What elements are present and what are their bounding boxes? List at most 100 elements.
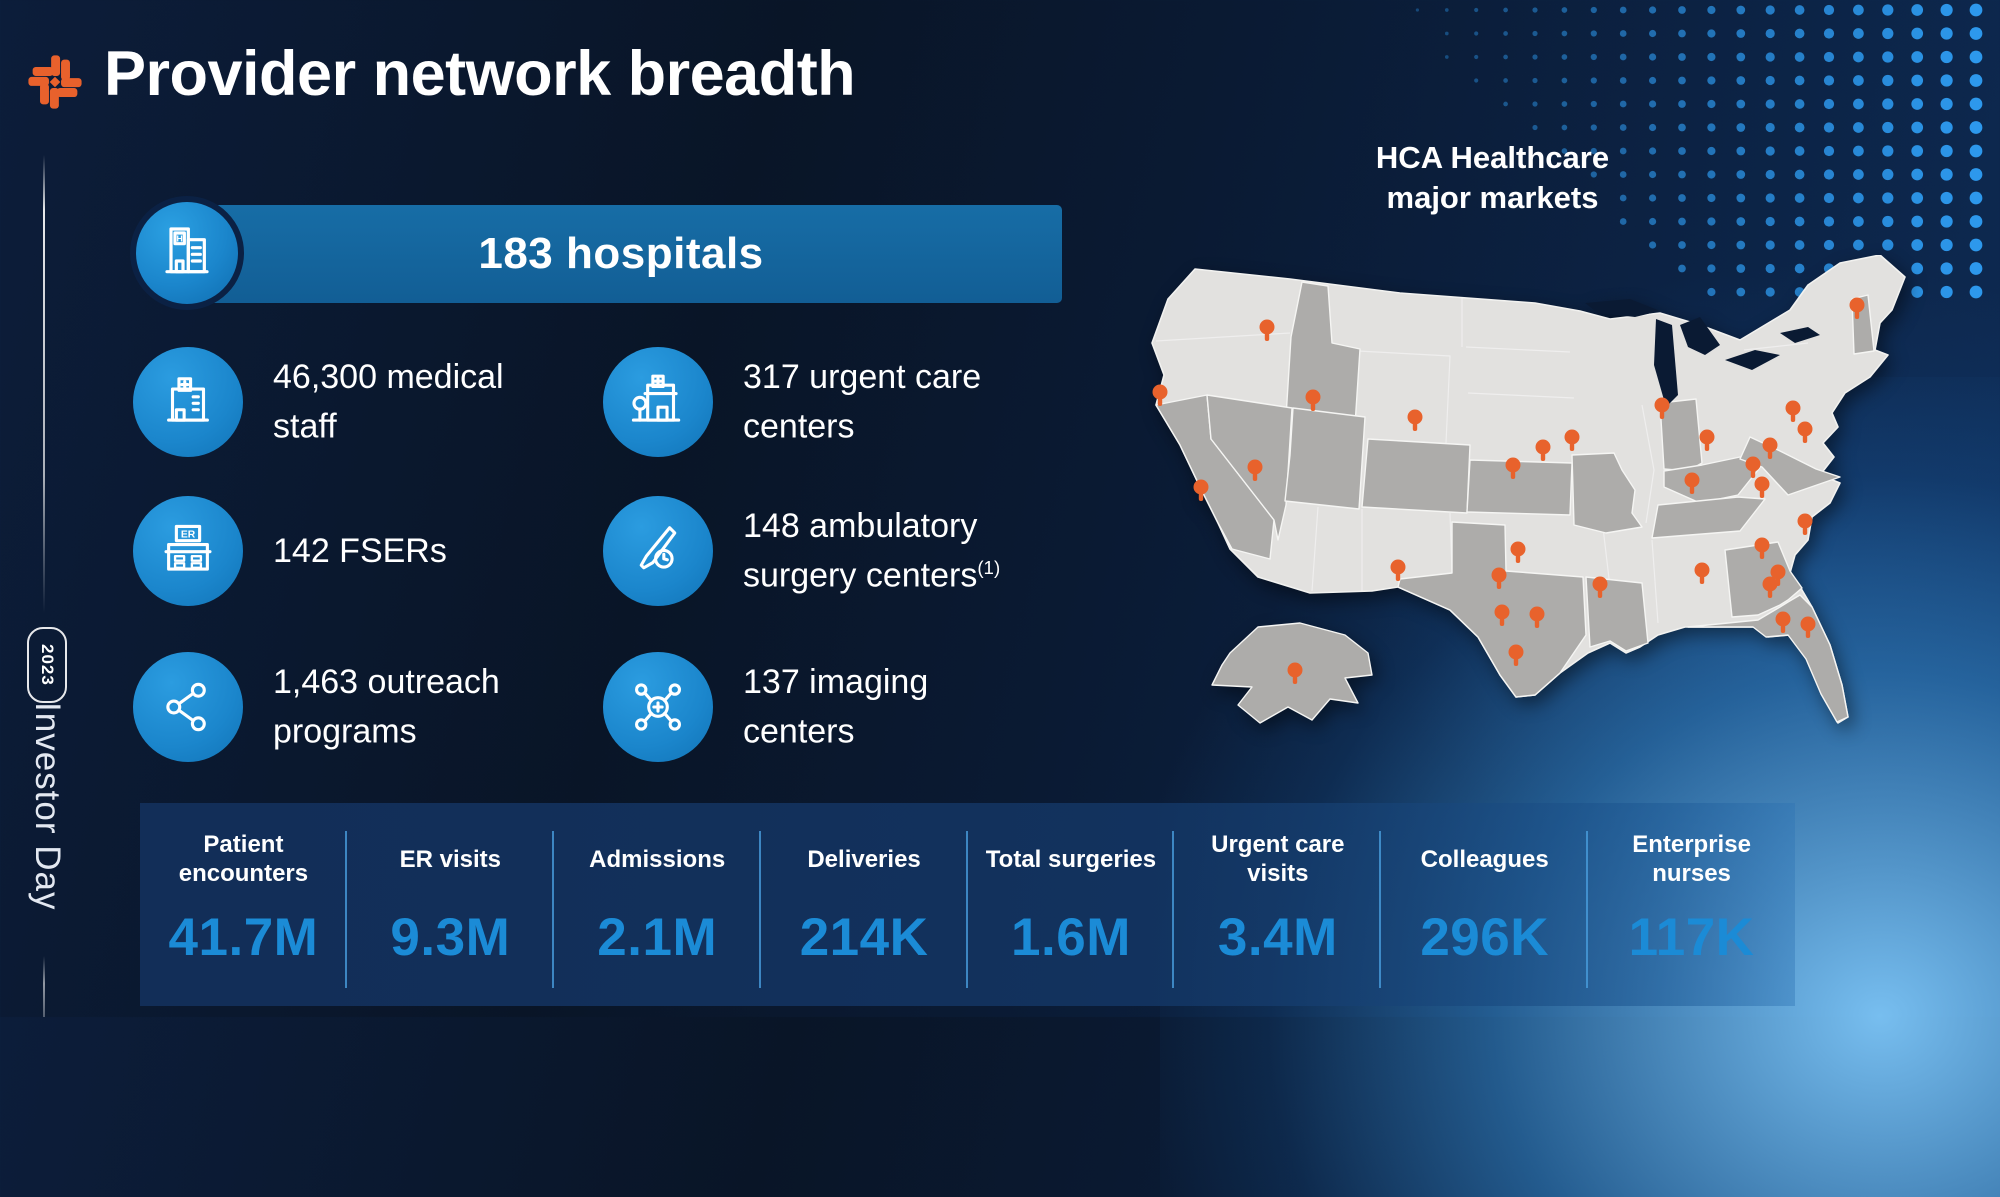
pattern-dot [1765, 99, 1775, 109]
pattern-dot [1561, 7, 1568, 13]
pattern-dot [1532, 101, 1538, 107]
pattern-dot [1911, 239, 1924, 251]
pattern-dot [1882, 215, 1894, 228]
pattern-dot [1969, 168, 1983, 181]
pattern-dot [1707, 52, 1716, 62]
pattern-dot [1474, 7, 1479, 13]
rail-line-bottom [43, 956, 45, 1017]
stat-text: 137 imaging centers [743, 663, 929, 751]
pattern-dot [1911, 27, 1924, 40]
metric-column-total-surgeries: Total surgeries 1.6M [968, 803, 1175, 1006]
pattern-dot [1794, 263, 1805, 274]
pattern-dot [1649, 241, 1657, 249]
pattern-dot [1678, 123, 1686, 132]
pattern-dot [1561, 30, 1568, 37]
pattern-dot [1532, 124, 1538, 131]
pattern-dot [1911, 262, 1924, 275]
pattern-dot [1969, 285, 1983, 299]
pattern-dot [1736, 52, 1746, 62]
pattern-dot [1619, 124, 1627, 131]
pattern-dot [1765, 193, 1775, 203]
pattern-dot [1940, 168, 1953, 181]
pattern-dot [1940, 74, 1953, 87]
pattern-dot [1853, 216, 1864, 227]
pattern-dot [1678, 76, 1686, 85]
pattern-dot [1707, 123, 1716, 132]
pattern-dot [1794, 75, 1805, 86]
pattern-dot [1765, 240, 1775, 250]
pattern-dot [1619, 77, 1627, 84]
pattern-dot [1794, 169, 1805, 180]
icon-circle [133, 347, 243, 457]
pattern-dot [1444, 31, 1449, 36]
pattern-dot [1707, 287, 1716, 297]
stat-item-medical-staff: 46,300 medical staff [133, 347, 504, 457]
metric-label: Admissions [589, 845, 726, 873]
hero-banner: 183 hospitals [180, 205, 1062, 303]
stat-item-fsers: ER 142 FSERs [133, 496, 447, 606]
pattern-dot [1882, 51, 1894, 63]
pattern-dot [1853, 51, 1864, 63]
page-title: Provider network breadth [104, 39, 856, 109]
pattern-dot [1911, 168, 1924, 181]
pattern-dot [1940, 215, 1953, 228]
pattern-dot [1765, 5, 1775, 15]
pattern-dot [1474, 54, 1479, 60]
pattern-dot [1765, 122, 1775, 133]
pattern-dot [1678, 53, 1686, 61]
metric-value: 117K [1628, 908, 1755, 967]
pattern-dot [1678, 217, 1686, 226]
stat-text: 46,300 medical staff [273, 358, 504, 446]
icon-circle [603, 347, 713, 457]
hospital-icon: H [165, 227, 209, 274]
pattern-dot [1590, 124, 1597, 131]
pattern-dot [1823, 122, 1835, 133]
pattern-dot [1794, 193, 1805, 203]
pattern-dot [1794, 99, 1805, 109]
pattern-dot [1882, 192, 1894, 204]
pattern-dot [1969, 74, 1983, 87]
pattern-dot [1911, 98, 1924, 110]
pattern-dot [1532, 77, 1538, 84]
pattern-dot [1561, 124, 1568, 131]
metric-value: 1.6M [1011, 908, 1131, 967]
pattern-dot [1678, 147, 1686, 155]
pattern-dot [1969, 215, 1983, 228]
pattern-dot [1619, 53, 1627, 61]
pattern-dot [1794, 52, 1805, 62]
pattern-dot [1503, 54, 1508, 60]
stat-text: 148 ambulatory surgery centers(1) [743, 507, 1001, 595]
pattern-dot [1707, 264, 1716, 273]
pattern-dot [1503, 78, 1508, 83]
pattern-dot [1940, 191, 1953, 205]
pattern-dot [1678, 6, 1686, 14]
pattern-dot [1649, 76, 1657, 85]
pattern-dot [1503, 101, 1508, 107]
pattern-dot [1736, 217, 1746, 226]
stat-item-urgent-care: 317 urgent care centers [603, 347, 981, 457]
pattern-dot [1969, 191, 1983, 205]
metric-column-admissions: Admissions 2.1M [554, 803, 761, 1006]
pattern-dot [1561, 54, 1568, 60]
hero-banner-label: 183 hospitals [478, 229, 764, 278]
metric-label: Total surgeries [985, 845, 1157, 873]
er-building-icon: ER [164, 524, 212, 571]
pattern-dot [1619, 147, 1627, 155]
urgent-care-icon [631, 374, 681, 422]
icon-circle [603, 652, 713, 762]
pattern-dot [1590, 30, 1597, 37]
pattern-dot [1444, 8, 1449, 12]
pattern-dot [1561, 77, 1568, 84]
medical-building-icon [167, 377, 209, 422]
pattern-dot [1969, 238, 1983, 252]
pattern-dot [1678, 100, 1686, 108]
metric-label: Deliveries [807, 845, 921, 873]
scalpel-icon [639, 526, 677, 570]
pattern-dot [1678, 264, 1686, 273]
metric-value: 9.3M [390, 908, 511, 967]
pattern-dot [1882, 27, 1894, 40]
pattern-dot [1911, 145, 1924, 157]
pattern-dot [1707, 76, 1716, 85]
pattern-dot [1736, 240, 1746, 250]
pattern-dot [1678, 241, 1686, 249]
